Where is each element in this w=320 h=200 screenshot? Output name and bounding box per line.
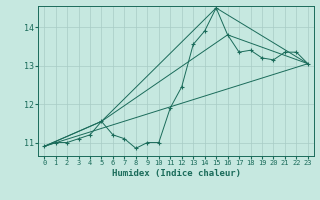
X-axis label: Humidex (Indice chaleur): Humidex (Indice chaleur) bbox=[111, 169, 241, 178]
